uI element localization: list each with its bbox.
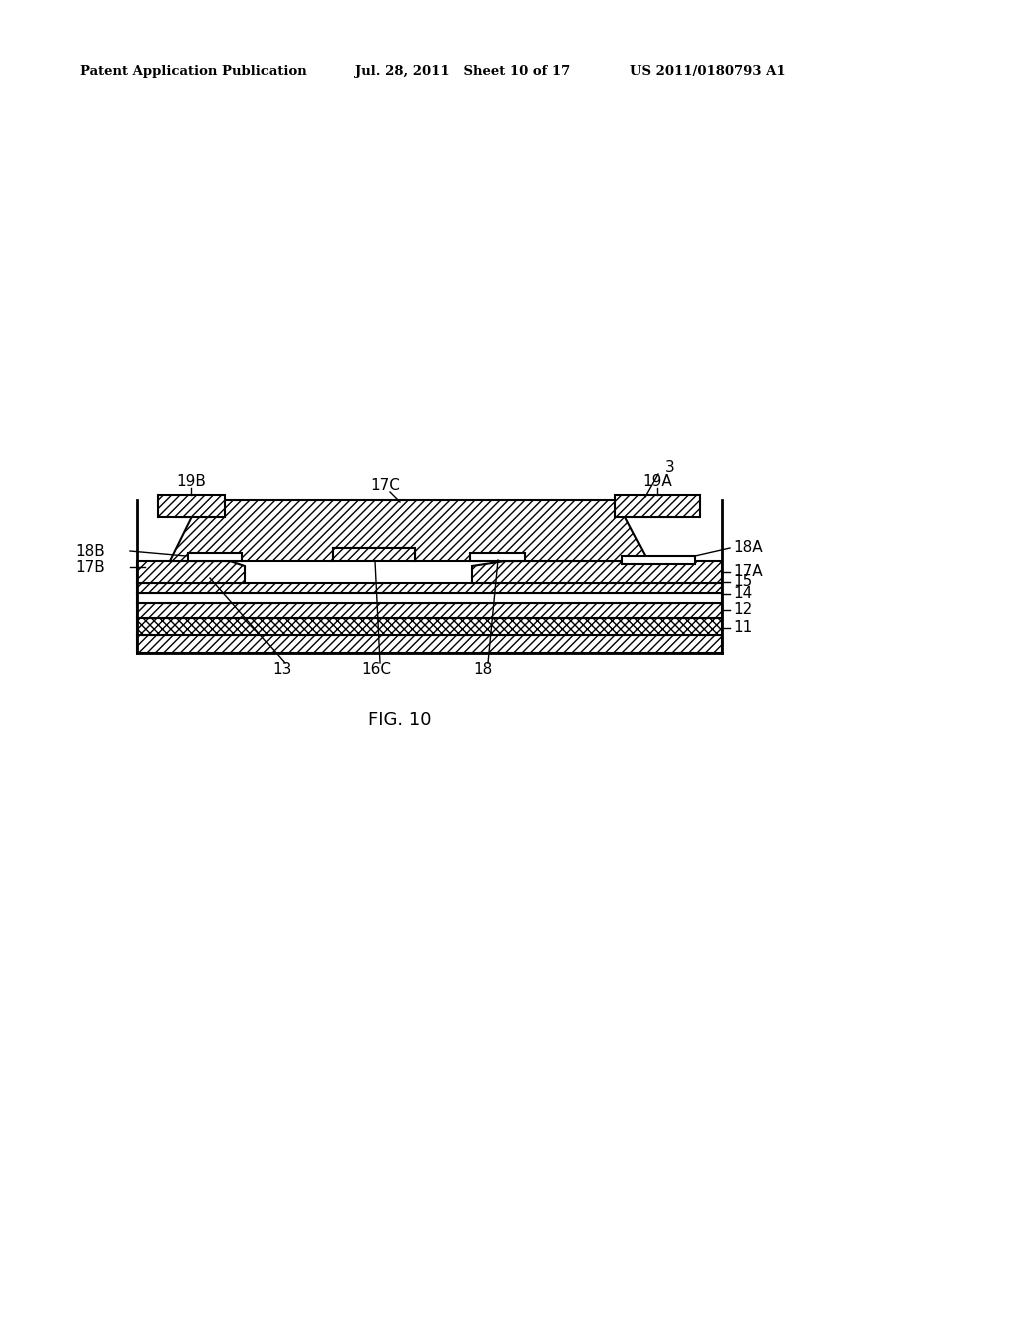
Bar	[137, 635, 722, 653]
Bar	[137, 583, 722, 593]
Bar	[622, 556, 695, 564]
Bar	[158, 495, 225, 517]
Text: 15: 15	[733, 574, 753, 590]
Bar	[470, 553, 525, 561]
Polygon shape	[472, 561, 722, 583]
Text: 16C: 16C	[361, 663, 391, 677]
Text: 11: 11	[733, 620, 753, 635]
Text: 18: 18	[473, 663, 493, 677]
Bar	[333, 548, 415, 561]
Text: 14: 14	[733, 586, 753, 602]
Text: 17C: 17C	[370, 479, 400, 494]
Text: 17B: 17B	[75, 560, 105, 574]
Text: Patent Application Publication: Patent Application Publication	[80, 66, 307, 78]
Text: 17A: 17A	[733, 565, 763, 579]
Text: US 2011/0180793 A1: US 2011/0180793 A1	[630, 66, 785, 78]
Bar	[632, 500, 683, 517]
Bar	[174, 500, 211, 517]
Bar	[137, 603, 722, 618]
Text: 19B: 19B	[176, 474, 206, 490]
Bar	[188, 553, 242, 561]
Text: 18B: 18B	[75, 544, 105, 558]
Text: 18A: 18A	[733, 540, 763, 556]
Text: Jul. 28, 2011   Sheet 10 of 17: Jul. 28, 2011 Sheet 10 of 17	[355, 66, 570, 78]
Polygon shape	[170, 500, 648, 561]
Bar	[615, 495, 700, 517]
Polygon shape	[137, 561, 245, 583]
Text: 3: 3	[665, 461, 675, 475]
Text: 12: 12	[733, 602, 753, 618]
Text: 19A: 19A	[642, 474, 672, 490]
Text: FIG. 10: FIG. 10	[369, 711, 432, 729]
Bar	[137, 593, 722, 603]
Text: 13: 13	[272, 663, 292, 677]
Bar	[137, 618, 722, 635]
